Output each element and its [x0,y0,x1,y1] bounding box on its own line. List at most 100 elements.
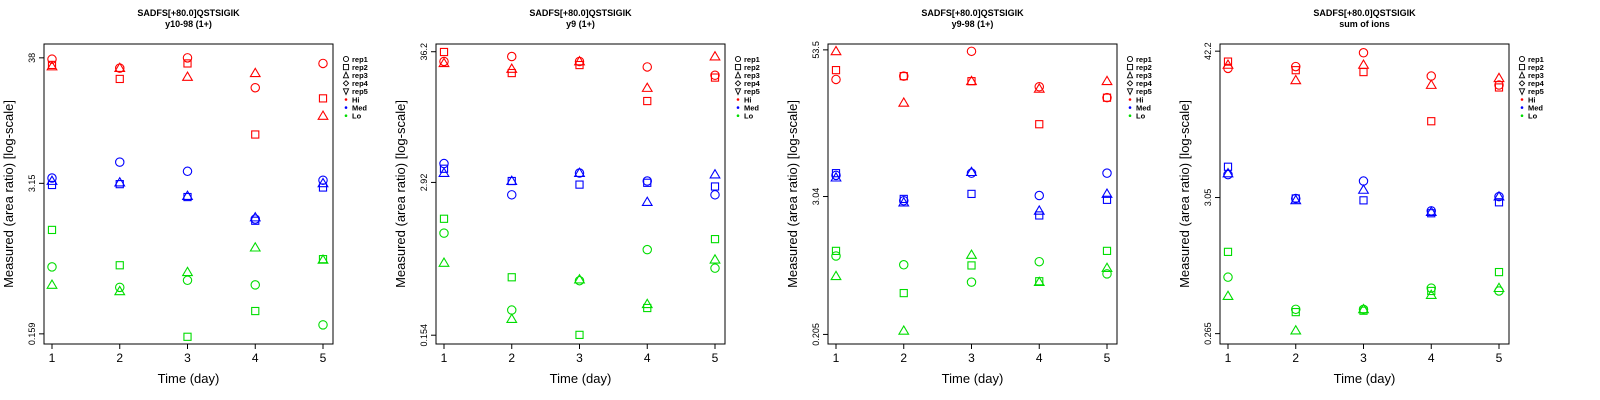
data-point-lo-rep3 [1357,303,1370,314]
legend-marker-med [736,106,740,109]
data-point-lo-rep2 [831,246,841,256]
legend-label-lo: Lo [1136,112,1146,121]
legend-label-med: Med [352,103,367,112]
legend-shape [342,55,350,63]
plot-frame [43,43,334,345]
data-point-lo-rep1 [318,320,328,330]
data-point-med-rep1 [47,173,57,183]
y-axis-label: Measured (area ratio) [log-scale] [1,100,16,288]
data-point-hi-rep3 [113,62,126,73]
x-tick-label: 5 [1104,351,1111,365]
y-tick-label: 0.159 [27,323,37,346]
chart-title: SADFS[+80.0]QSTSIGIK [137,8,240,18]
x-axis-label: Time (day) [1334,371,1396,386]
x-tick-label: 2 [508,351,515,365]
data-point-med-rep3 [438,167,450,177]
legend-shape [734,64,742,71]
y-axis-label: Measured (area ratio) [log-scale] [393,100,408,288]
data-point-lo-rep2 [115,261,124,270]
data-point-med-rep1 [1102,168,1112,178]
data-point-lo-rep3 [1101,262,1113,273]
data-point-med-rep3 [709,168,721,179]
data-point-hi-rep1 [250,82,261,93]
legend-marker-rep3 [1518,71,1526,79]
legend-marker-rep1 [1126,55,1134,63]
legend-shape [1518,64,1526,71]
legend-marker-hi [1520,98,1524,101]
data-point-hi-rep2 [1427,117,1436,126]
x-tick-label: 5 [1496,351,1503,365]
legend-label-rep3: rep3 [1136,71,1152,80]
data-point-hi-rep1 [318,58,328,69]
data-point-hi-rep1 [1102,92,1112,103]
y-axis-label: Measured (area ratio) [log-scale] [785,100,800,288]
data-point-hi-rep1 [642,62,653,72]
y-tick-label: 0.265 [1203,322,1213,345]
data-point-hi-rep3 [249,67,262,78]
legend-marker-rep1 [734,55,742,63]
data-point-lo-rep2 [967,261,976,270]
chart-subtitle: sum of ions [1339,19,1390,29]
data-point-lo-rep1 [182,275,193,286]
data-point-med-rep1 [831,170,841,181]
legend-shape [1518,80,1526,87]
data-point-hi-rep3 [181,71,194,81]
data-point-hi-rep2 [831,66,841,75]
data-point-lo-rep3 [438,256,450,267]
data-point-hi-rep3 [965,75,978,86]
legend-label-hi: Hi [352,95,360,104]
legend-marker-rep1 [1518,55,1526,63]
data-point-lo-rep1 [1223,272,1233,282]
data-point-hi-rep3 [505,62,518,73]
legend-marker-lo [1128,114,1132,117]
data-point-hi-rep3 [897,96,910,107]
legend-shape [734,55,742,63]
data-point-lo-rep2 [47,225,57,235]
data-point-med-rep3 [1101,187,1113,198]
data-point-hi-rep3 [641,82,654,92]
data-point-lo-rep2 [575,330,584,339]
chart-subtitle: y10-98 (1+) [165,19,212,29]
x-tick-label: 2 [900,351,907,365]
data-point-hi-rep1 [182,53,193,63]
legend-marker-med [1520,106,1524,109]
y-tick-label: 42.2 [1203,42,1213,60]
legend-shape [1126,71,1134,79]
data-point-lo-rep1 [710,263,720,273]
legend-label-med: Med [1136,103,1151,112]
data-point-med-rep2 [643,178,652,187]
data-point-lo-rep1 [1426,283,1437,293]
data-point-lo-rep1 [115,282,125,293]
y-tick-label: 36.2 [419,43,429,61]
chart-subtitle: y9-98 (1+) [952,19,994,29]
x-tick-label: 2 [116,351,123,365]
x-axis-label: Time (day) [158,371,220,386]
data-point-lo-rep2 [1427,286,1436,296]
chart-title: SADFS[+80.0]QSTSIGIK [921,8,1024,18]
y-tick-label: 38 [27,53,37,63]
data-point-lo-rep1 [1034,256,1045,267]
data-point-hi-rep3 [1033,82,1046,93]
data-point-hi-rep2 [899,72,908,81]
legend-label-rep2: rep2 [352,63,368,72]
data-point-hi-rep2 [1291,66,1300,75]
data-point-med-rep3 [505,175,518,185]
data-point-lo-rep3 [573,273,586,284]
data-point-med-rep3 [181,190,194,200]
x-tick-label: 3 [576,351,583,365]
y-axis-label: Measured (area ratio) [log-scale] [1177,100,1192,288]
data-point-hi-rep2 [1494,83,1504,92]
legend-marker-rep5 [342,88,350,96]
legend-label-rep4: rep4 [744,79,761,88]
data-point-hi-rep3 [1289,74,1302,85]
data-point-med-rep1 [439,158,449,169]
legend-label-rep3: rep3 [744,71,760,80]
y-tick-label: 2.92 [419,174,429,192]
data-point-hi-rep3 [438,57,450,68]
data-point-lo-rep2 [1494,267,1504,277]
legend-marker-rep2 [342,64,350,71]
data-point-lo-rep1 [47,262,57,272]
plot-frame [1219,43,1510,345]
data-point-hi-rep2 [1223,57,1233,66]
